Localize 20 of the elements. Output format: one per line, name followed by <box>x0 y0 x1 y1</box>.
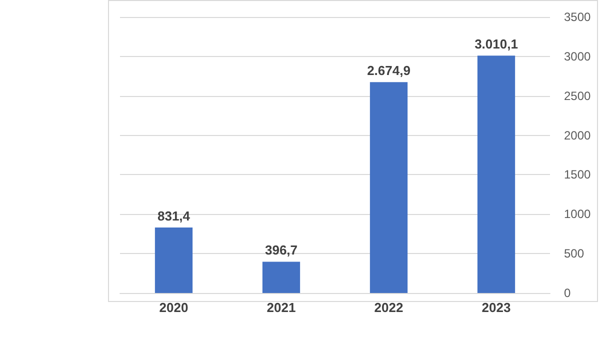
x-tick-label: 2023 <box>482 300 511 315</box>
y-tick-label: 2500 <box>564 88 592 103</box>
y-tick-label: 500 <box>564 246 584 261</box>
bar <box>154 227 193 293</box>
data-label: 3.010,1 <box>474 36 518 52</box>
bar <box>477 56 516 293</box>
x-tick-label: 2022 <box>374 300 404 315</box>
data-label: 396,7 <box>264 242 298 258</box>
y-tick-label: 3000 <box>564 49 592 64</box>
data-label: 2.674,9 <box>367 63 410 78</box>
bar <box>370 82 408 293</box>
y-tick-label: 0 <box>564 286 571 300</box>
y-tick-label: 3500 <box>564 10 592 24</box>
y-tick-label: 2000 <box>564 128 592 142</box>
x-tick-label: 2021 <box>266 300 296 315</box>
bar <box>262 262 300 293</box>
data-label: 831,4 <box>157 208 191 224</box>
y-tick-label: 1500 <box>564 168 592 182</box>
x-tick-label: 2020 <box>159 300 188 315</box>
y-tick-label: 1000 <box>564 207 592 222</box>
